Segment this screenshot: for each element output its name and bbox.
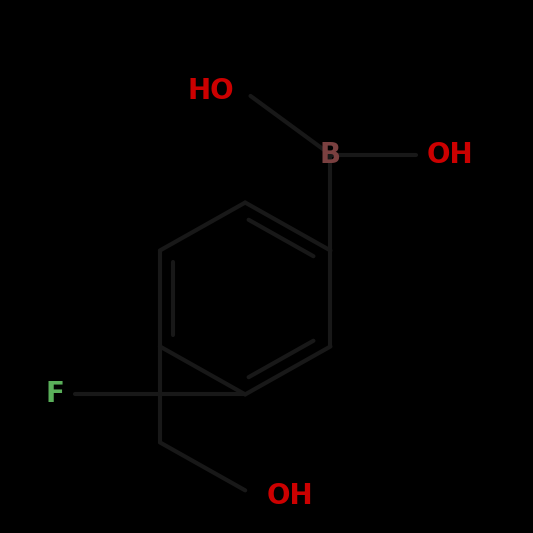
- Text: HO: HO: [188, 77, 235, 104]
- Text: B: B: [320, 141, 341, 168]
- Text: OH: OH: [266, 482, 313, 510]
- Text: F: F: [45, 381, 64, 408]
- Text: OH: OH: [426, 141, 473, 168]
